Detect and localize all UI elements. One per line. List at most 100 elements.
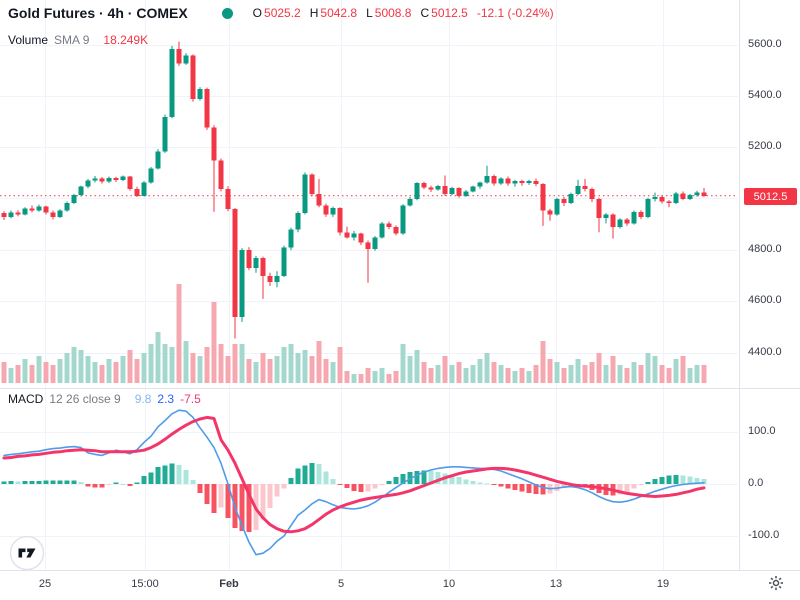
- volume-bar: [456, 362, 462, 383]
- volume-legend[interactable]: Volume SMA 9 18.249K: [8, 33, 148, 47]
- candle-body: [1, 213, 7, 217]
- price-axis-label: 5600.0: [748, 38, 782, 50]
- candle-body: [148, 168, 154, 183]
- time-axis[interactable]: [0, 570, 740, 600]
- candle-body: [568, 193, 574, 203]
- volume-indicator-params: SMA 9: [54, 33, 90, 47]
- macd-histogram-bar: [239, 484, 245, 531]
- volume-bar: [190, 353, 196, 383]
- volume-bar: [197, 356, 203, 383]
- gear-icon: [769, 576, 783, 590]
- macd-legend[interactable]: MACD 12 26 close 9 9.8 2.3 -7.5: [8, 392, 201, 406]
- volume-bar: [78, 350, 84, 383]
- tradingview-logo[interactable]: [9, 535, 45, 576]
- volume-bar: [379, 368, 385, 383]
- macd-pane[interactable]: [1, 409, 707, 556]
- price-axis-label: 5200.0: [748, 140, 782, 152]
- volume-bar: [253, 362, 259, 383]
- volume-bar: [407, 356, 413, 383]
- volume-bar: [1, 362, 7, 383]
- candle-body: [582, 186, 588, 189]
- volume-bar: [302, 350, 308, 383]
- macd-histogram-bar: [624, 484, 630, 492]
- volume-bar: [134, 359, 140, 383]
- macd-histogram-bar: [358, 484, 364, 492]
- macd-indicator-title[interactable]: MACD: [8, 392, 44, 406]
- macd-line-value: 2.3: [157, 392, 175, 406]
- close-label: C: [420, 6, 430, 20]
- volume-bar: [22, 359, 28, 383]
- candle-body: [407, 199, 413, 206]
- symbol-title[interactable]: Gold Futures · 4h · COMEX: [8, 5, 188, 21]
- volume-pane[interactable]: [1, 284, 707, 383]
- candle-body: [596, 199, 602, 219]
- candle-body: [36, 206, 42, 211]
- macd-histogram-bar: [491, 484, 497, 486]
- macd-histogram-bar: [477, 482, 483, 484]
- candle-body: [176, 49, 182, 64]
- market-status-icon[interactable]: [221, 7, 233, 19]
- candle-body: [183, 55, 189, 64]
- macd-histogram-bar: [463, 479, 469, 484]
- volume-indicator-title[interactable]: Volume: [8, 33, 49, 47]
- volume-bar: [316, 341, 322, 383]
- macd-histogram-bar: [288, 477, 294, 484]
- macd-histogram-bar: [701, 478, 707, 484]
- timezone-settings-button[interactable]: [766, 575, 786, 595]
- time-axis-label: 5: [337, 578, 345, 590]
- candle-body: [386, 223, 392, 228]
- volume-bar: [393, 371, 399, 383]
- candle-body: [141, 182, 147, 196]
- macd-histogram-bar: [323, 471, 329, 484]
- candle-body: [323, 205, 329, 215]
- macd-histogram-bar: [190, 479, 196, 484]
- candle-body: [687, 195, 693, 199]
- macd-histogram-bar: [260, 484, 266, 520]
- candle-body: [414, 183, 420, 199]
- macd-histogram-bar: [71, 480, 77, 484]
- candle-body: [204, 88, 210, 128]
- candle-body: [701, 192, 707, 196]
- macd-histogram-bar: [197, 484, 203, 493]
- volume-bar: [568, 365, 574, 383]
- macd-histogram-bar: [309, 463, 315, 484]
- volume-bar: [645, 353, 651, 383]
- macd-histogram-bar: [519, 484, 525, 492]
- volume-bar: [659, 365, 665, 383]
- macd-histogram-bar: [400, 474, 406, 484]
- tradingview-logo-icon: [9, 535, 45, 571]
- volume-bar: [421, 362, 427, 383]
- candle-body: [540, 184, 546, 211]
- candle-body: [190, 55, 196, 100]
- volume-bar: [239, 344, 245, 383]
- time-axis-label: 15:00: [131, 578, 159, 590]
- volume-bar: [701, 365, 707, 383]
- volume-bar: [162, 344, 168, 383]
- candle-body: [533, 181, 539, 185]
- volume-bar: [323, 359, 329, 383]
- volume-bar: [428, 368, 434, 383]
- candlestick-pane[interactable]: [1, 41, 707, 339]
- last-price-badge: 5012.5: [744, 188, 797, 205]
- volume-bar: [344, 371, 350, 383]
- macd-signal-value: -7.5: [180, 392, 201, 406]
- macd-histogram-bar: [554, 484, 560, 491]
- candle-body: [120, 176, 126, 180]
- volume-bar: [127, 350, 133, 383]
- macd-histogram-bar: [435, 472, 441, 484]
- candle-body: [15, 212, 21, 215]
- volume-bar: [589, 362, 595, 383]
- macd-histogram-bar: [680, 475, 686, 484]
- candle-body: [288, 229, 294, 248]
- volume-bar: [470, 365, 476, 383]
- symbol-legend[interactable]: Gold Futures · 4h · COMEX O 5025.2 H 5042.…: [8, 5, 554, 21]
- volume-bar: [351, 374, 357, 383]
- volume-bar: [638, 365, 644, 383]
- macd-histogram-bar: [351, 484, 357, 491]
- volume-bar: [561, 368, 567, 383]
- candle-body: [295, 213, 301, 230]
- volume-bar: [617, 365, 623, 383]
- candle-body: [512, 181, 518, 184]
- macd-axis-label: -100.0: [748, 529, 780, 541]
